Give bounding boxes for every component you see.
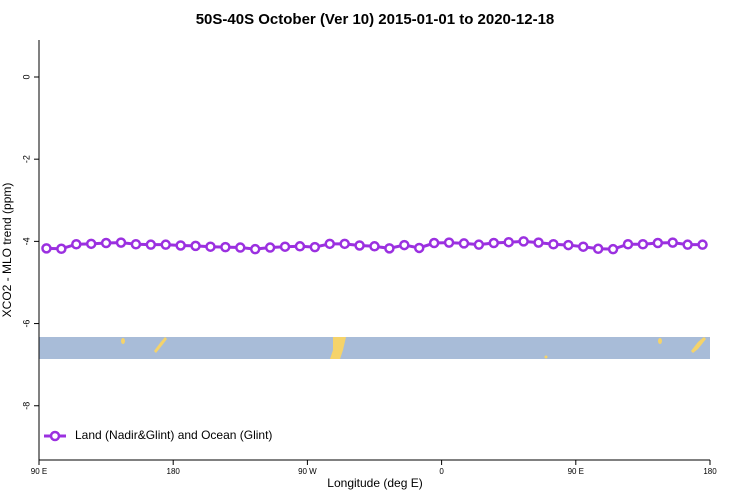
point bbox=[637, 238, 649, 250]
point bbox=[130, 238, 142, 250]
point bbox=[578, 241, 589, 252]
point bbox=[160, 239, 171, 250]
point bbox=[190, 240, 201, 252]
point bbox=[503, 236, 514, 248]
point bbox=[548, 238, 559, 250]
point bbox=[115, 237, 127, 248]
point bbox=[354, 240, 365, 251]
point bbox=[458, 238, 470, 249]
point bbox=[41, 243, 52, 254]
point bbox=[309, 241, 321, 253]
point bbox=[488, 237, 500, 249]
x-tick-label: 90 W bbox=[298, 467, 317, 476]
point bbox=[563, 239, 574, 251]
point bbox=[607, 243, 619, 255]
x-tick-label: 0 bbox=[439, 467, 444, 476]
legend-marker bbox=[49, 430, 61, 442]
point bbox=[369, 241, 380, 252]
y-axis-label: XCO2 - MLO trend (ppm) bbox=[0, 183, 14, 318]
point bbox=[71, 238, 82, 250]
point bbox=[220, 241, 231, 253]
point bbox=[235, 242, 246, 253]
point bbox=[592, 243, 604, 255]
y-tick-label: -4 bbox=[21, 237, 31, 245]
point bbox=[294, 241, 306, 252]
point bbox=[85, 238, 97, 250]
point bbox=[518, 236, 529, 247]
point bbox=[56, 243, 67, 255]
point bbox=[175, 240, 186, 251]
point bbox=[339, 238, 350, 250]
point bbox=[100, 237, 112, 249]
legend-label: Land (Nadir&Glint) and Ocean (Glint) bbox=[75, 428, 272, 442]
point bbox=[533, 237, 544, 248]
ocean-band bbox=[39, 337, 710, 359]
point bbox=[279, 241, 291, 252]
point bbox=[697, 239, 708, 250]
point bbox=[324, 238, 336, 250]
x-tick-label: 180 bbox=[167, 467, 181, 476]
y-tick-label: -6 bbox=[21, 320, 31, 328]
point bbox=[205, 241, 216, 252]
y-tick-label: 0 bbox=[21, 74, 31, 79]
point bbox=[473, 239, 485, 250]
land-patches bbox=[121, 337, 706, 359]
chart-title: 50S-40S October (Ver 10) 2015-01-01 to 2… bbox=[196, 11, 555, 28]
y-tick-label: -2 bbox=[21, 155, 31, 163]
x-tick-label: 90 E bbox=[31, 467, 47, 476]
point bbox=[667, 237, 678, 248]
point bbox=[443, 237, 455, 248]
point bbox=[249, 243, 261, 255]
point bbox=[682, 239, 693, 250]
point bbox=[622, 238, 634, 250]
point bbox=[413, 242, 425, 254]
point bbox=[399, 239, 410, 251]
x-tick-label: 90 E bbox=[568, 467, 584, 476]
point bbox=[652, 237, 664, 249]
point bbox=[384, 243, 395, 254]
point bbox=[428, 237, 440, 249]
x-axis-label: Longitude (deg E) bbox=[327, 476, 422, 490]
x-tick-label: 180 bbox=[703, 467, 717, 476]
point bbox=[145, 239, 157, 250]
y-tick-label: -8 bbox=[21, 402, 31, 410]
point bbox=[264, 242, 276, 253]
